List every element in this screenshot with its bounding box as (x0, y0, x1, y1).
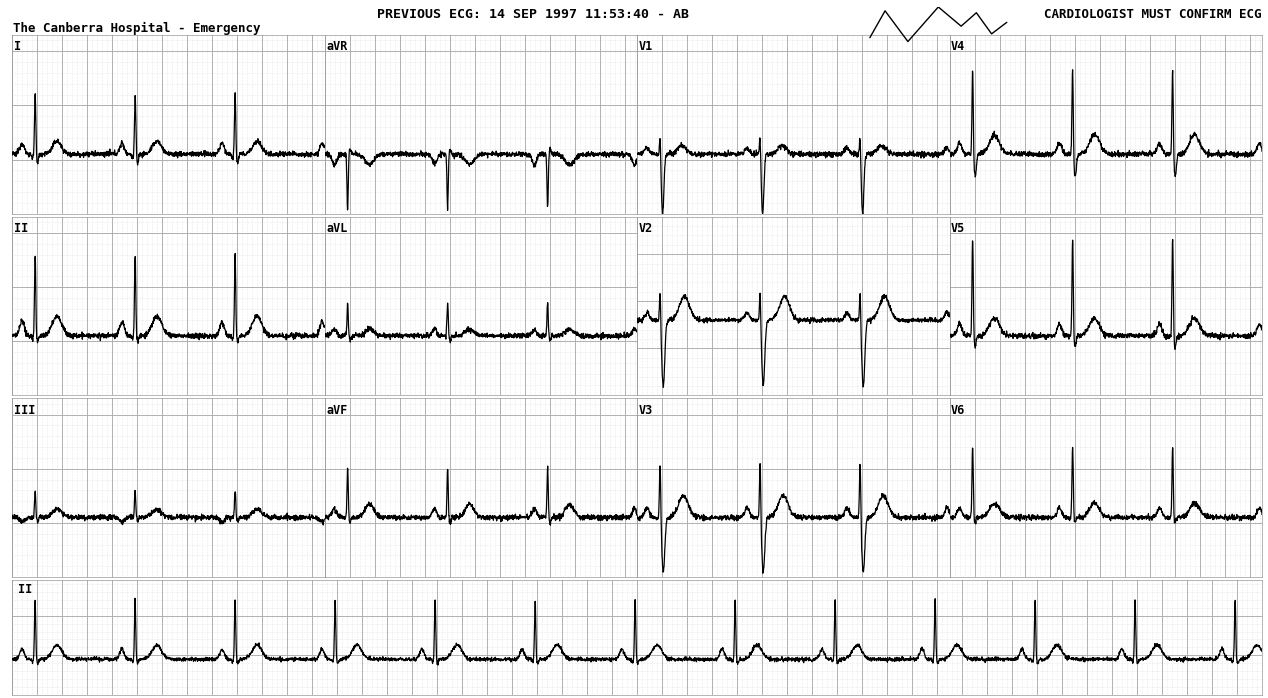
Text: II: II (18, 584, 33, 597)
Text: The Canberra Hospital - Emergency: The Canberra Hospital - Emergency (13, 22, 260, 35)
Text: V4: V4 (951, 40, 965, 53)
Text: PREVIOUS ECG: 14 SEP 1997 11:53:40 - AB: PREVIOUS ECG: 14 SEP 1997 11:53:40 - AB (377, 8, 689, 21)
Text: I: I (14, 40, 20, 53)
Text: V5: V5 (951, 222, 965, 235)
Text: II: II (14, 222, 28, 235)
Text: V3: V3 (639, 403, 653, 417)
Text: aVL: aVL (326, 222, 347, 235)
Text: V1: V1 (639, 40, 653, 53)
Text: aVR: aVR (326, 40, 347, 53)
Text: CARDIOLOGIST MUST CONFIRM ECG: CARDIOLOGIST MUST CONFIRM ECG (1044, 8, 1262, 21)
Text: V2: V2 (639, 222, 653, 235)
Text: aVF: aVF (326, 403, 347, 417)
Text: III: III (14, 403, 36, 417)
Text: V6: V6 (951, 403, 965, 417)
